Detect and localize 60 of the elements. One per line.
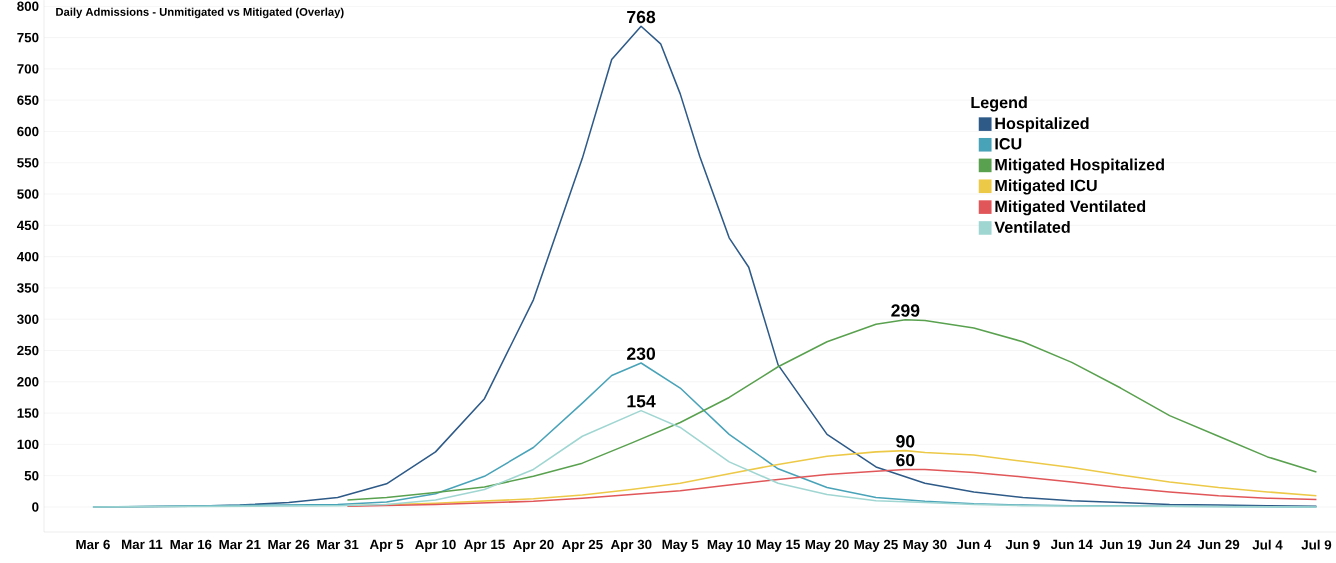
- x-tick-label: Mar 31: [317, 539, 359, 550]
- line-series: [92, 409, 1318, 508]
- line-series: [346, 319, 1318, 501]
- x-tick-label: Mar 21: [219, 539, 261, 550]
- x-tick-label: Jun 14: [1050, 539, 1093, 550]
- y-tick-label: 700: [17, 64, 39, 74]
- y-tick-label: 550: [17, 158, 39, 168]
- x-tick-label: Apr 15: [464, 539, 505, 552]
- x-tick-label: Apr 10: [415, 539, 456, 552]
- x-tick-label: May 5: [662, 539, 699, 552]
- annotation: 230: [627, 347, 656, 360]
- legend-label: Mitigated Ventilated: [995, 200, 1146, 216]
- y-tick-label: 800: [17, 1, 39, 11]
- y-tick-label: 350: [17, 283, 39, 293]
- x-tick-label: Apr 5: [369, 539, 404, 552]
- x-tick-label: Jun 9: [1005, 539, 1040, 550]
- x-tick-label: Mar 6: [76, 539, 110, 550]
- x-tick-label: Apr 30: [610, 539, 652, 552]
- x-tick-label: Apr 20: [512, 539, 554, 552]
- legend-label: Ventilated: [994, 221, 1070, 233]
- y-tick-label: 200: [17, 377, 39, 387]
- annotation: 90: [896, 435, 915, 448]
- y-tick-label: 500: [17, 189, 39, 199]
- y-tick-label: 750: [17, 32, 39, 43]
- annotation: 60: [896, 453, 915, 467]
- y-tick-label: 0: [32, 502, 39, 512]
- x-tick-label: Jun 29: [1197, 539, 1240, 550]
- x-tick-label: Jul 4: [1252, 539, 1283, 550]
- x-tick-label: Mar 11: [122, 539, 163, 550]
- x-tick-label: Mar 26: [268, 539, 310, 550]
- y-tick-label: 450: [16, 220, 39, 231]
- legend-title: Legend: [971, 96, 1027, 112]
- annotation: 299: [891, 304, 920, 317]
- x-tick-label: Jun 19: [1099, 539, 1142, 550]
- legend-label: ICU: [995, 138, 1022, 150]
- annotation: 768: [627, 10, 656, 24]
- y-tick-label: 600: [17, 126, 39, 137]
- legend-label: Hospitalized: [995, 117, 1089, 133]
- legend-label: Mitigated Hospitalized: [995, 158, 1164, 174]
- y-tick-label: 650: [17, 95, 39, 105]
- y-tick-label: 100: [17, 439, 39, 450]
- line-series: [346, 468, 1318, 508]
- x-tick-label: May 25: [854, 539, 898, 552]
- y-tick-label: 150: [17, 408, 39, 418]
- x-tick-label: Mar 16: [170, 539, 212, 550]
- y-tick-label: 250: [17, 345, 39, 356]
- x-tick-label: May 10: [707, 539, 751, 552]
- x-tick-label: Jun 24: [1148, 539, 1191, 550]
- y-tick-label: 400: [16, 251, 39, 262]
- y-tick-label: 50: [24, 470, 39, 481]
- text: Daily Admissions - Unmitigated vs Mitigated (Overlay): [56, 7, 344, 19]
- x-tick-label: May 30: [903, 539, 947, 552]
- x-tick-label: Jul 9: [1301, 539, 1332, 550]
- y-tick-label: 300: [17, 314, 39, 324]
- x-tick-label: May 20: [805, 539, 849, 552]
- x-tick-label: Jun 4: [956, 539, 992, 550]
- legend-label: Mitigated ICU: [995, 179, 1097, 195]
- x-tick-label: May 15: [756, 539, 800, 552]
- x-tick-label: Apr 25: [561, 539, 603, 552]
- annotation: 154: [627, 395, 656, 408]
